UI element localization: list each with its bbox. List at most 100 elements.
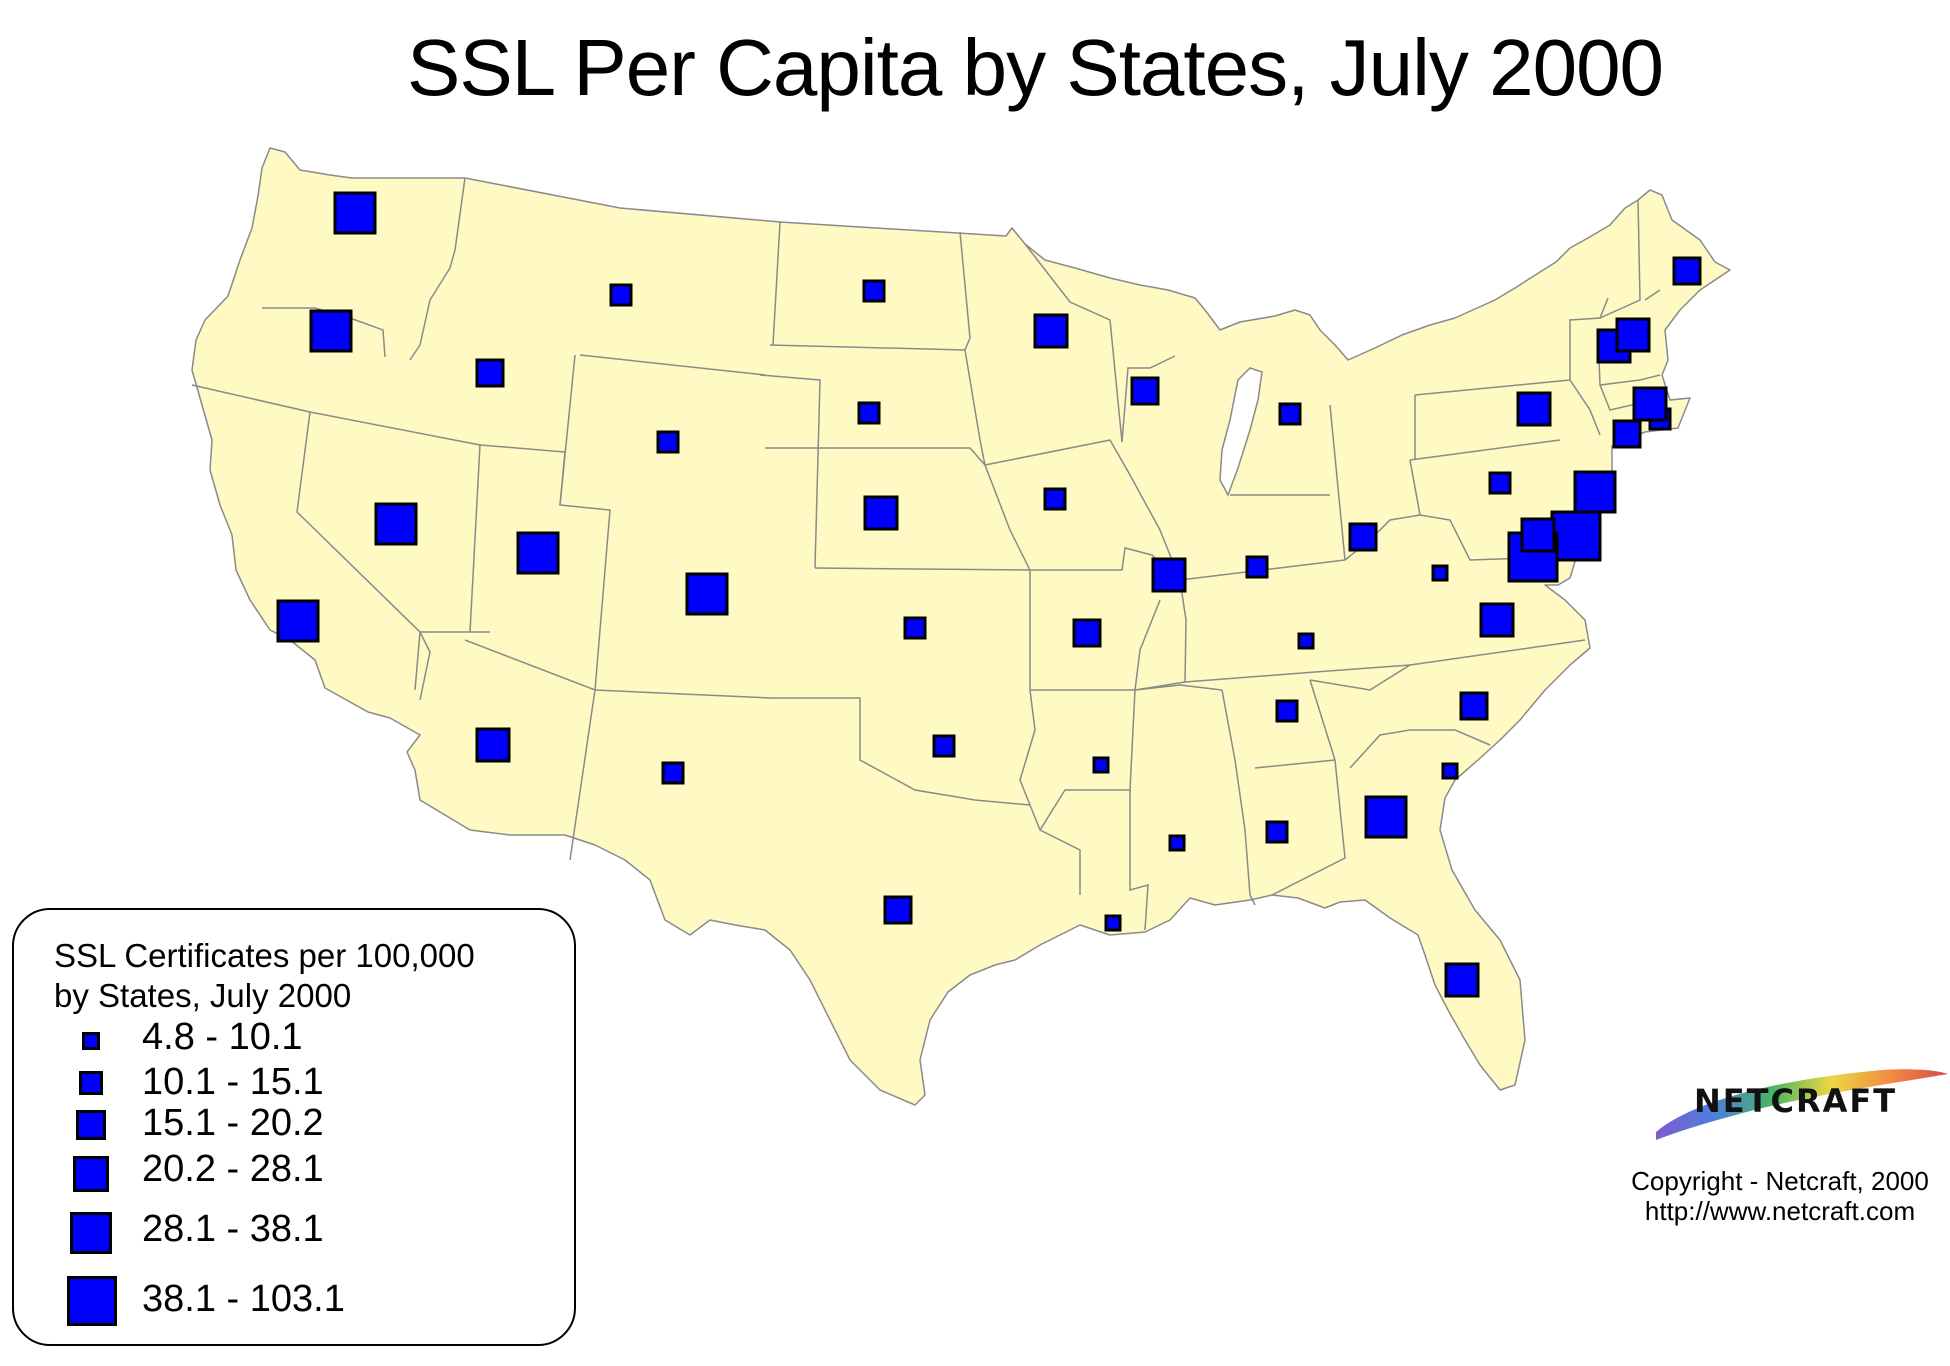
- legend-title: SSL Certificates per 100,000 by States, …: [54, 936, 475, 1016]
- state-symbol-ne: [863, 495, 899, 531]
- legend-row: 28.1 - 38.1: [14, 1208, 574, 1254]
- state-border: [579, 354, 766, 376]
- state-symbol-ma: [1632, 386, 1668, 422]
- legend-title-line1: SSL Certificates per 100,000: [54, 937, 475, 974]
- state-symbol-wa: [333, 191, 377, 235]
- legend: SSL Certificates per 100,000 by States, …: [12, 908, 576, 1346]
- state-border: [959, 231, 1031, 690]
- state-symbol-mi: [1278, 402, 1302, 426]
- state-border: [1409, 459, 1421, 516]
- state-symbol-in: [1245, 555, 1269, 579]
- state-symbol-sc: [1441, 762, 1459, 780]
- legend-label: 10.1 - 15.1: [142, 1061, 324, 1103]
- state-symbol-tx: [883, 895, 913, 925]
- state-symbol-mt: [609, 283, 633, 307]
- state-border: [1030, 547, 1187, 691]
- legend-title-line2: by States, July 2000: [54, 977, 352, 1014]
- copyright-line: Copyright - Netcraft, 2000: [1631, 1166, 1929, 1196]
- legend-symbol: [73, 1156, 109, 1192]
- state-symbol-dc: [1520, 517, 1556, 553]
- state-symbol-nh: [1615, 317, 1651, 353]
- state-symbol-mo: [1072, 618, 1102, 648]
- lake-michigan: [1219, 367, 1263, 497]
- state-border: [1409, 439, 1561, 461]
- state-border: [414, 631, 490, 691]
- legend-label: 4.8 - 10.1: [142, 1016, 303, 1058]
- state-symbol-ok: [932, 734, 956, 758]
- state-symbol-ct: [1612, 419, 1642, 449]
- legend-label: 15.1 - 20.2: [142, 1102, 324, 1144]
- state-border: [1221, 689, 1256, 906]
- state-border: [1121, 355, 1176, 443]
- logo-swoosh: [1656, 1069, 1948, 1140]
- map-title: SSL Per Capita by States, July 2000: [406, 23, 1664, 112]
- legend-label: 28.1 - 38.1: [142, 1208, 324, 1250]
- state-border: [1024, 243, 1123, 443]
- state-symbol-mn: [1033, 313, 1069, 349]
- state-symbol-oh: [1348, 522, 1378, 552]
- state-symbol-fl: [1444, 962, 1480, 998]
- state-border: [1039, 689, 1136, 831]
- state-border: [1109, 439, 1181, 581]
- state-border: [1569, 297, 1609, 380]
- state-symbol-nd: [862, 279, 886, 303]
- state-border: [1329, 404, 1346, 561]
- state-border: [1409, 639, 1586, 666]
- state-symbol-ms: [1168, 834, 1186, 852]
- swoosh: [1656, 1069, 1948, 1140]
- state-symbol-nc: [1459, 691, 1489, 721]
- symbol-layer: [276, 191, 1702, 998]
- state-symbol-tn: [1275, 699, 1299, 723]
- state-border: [409, 177, 466, 361]
- legend-row: 15.1 - 20.2: [14, 1102, 574, 1146]
- state-border: [814, 567, 1031, 571]
- us-landmass: [191, 147, 1731, 1106]
- state-border: [1599, 199, 1641, 319]
- state-symbol-sd: [857, 401, 881, 425]
- state-symbol-de: [1550, 510, 1602, 562]
- contiguous-us-outline: [191, 147, 1731, 1106]
- state-symbol-ky: [1297, 632, 1315, 650]
- state-border: [1019, 689, 1081, 895]
- state-border: [1254, 759, 1336, 769]
- state-border: [770, 697, 1031, 806]
- logo-text: NETCRAFT: [1694, 1082, 1898, 1120]
- state-borders: [191, 177, 1661, 931]
- state-border: [769, 344, 966, 351]
- state-border: [1129, 790, 1149, 931]
- legend-row: 4.8 - 10.1: [14, 1016, 574, 1062]
- state-border: [772, 221, 781, 346]
- state-symbol-va: [1479, 602, 1515, 638]
- state-symbol-wy: [656, 430, 680, 454]
- state-border: [1349, 729, 1491, 769]
- state-symbol-or: [309, 309, 353, 353]
- copyright: Copyright - Netcraft, 2000 http://www.ne…: [1560, 1166, 1950, 1226]
- state-border: [984, 439, 1111, 466]
- state-border: [759, 374, 821, 569]
- netcraft-logo: NETCRAFT: [1652, 1052, 1950, 1148]
- state-symbol-ks: [903, 616, 927, 640]
- state-symbol-me: [1672, 256, 1702, 286]
- state-symbol-ny: [1516, 391, 1552, 427]
- legend-symbol: [70, 1212, 112, 1254]
- state-symbol-ut: [516, 531, 560, 575]
- state-symbol-az: [475, 727, 511, 763]
- legend-symbol: [76, 1110, 106, 1140]
- legend-symbol: [82, 1032, 100, 1050]
- state-border: [569, 689, 596, 861]
- state-border: [1271, 679, 1346, 896]
- state-symbol-id: [475, 358, 505, 388]
- state-symbol-la: [1104, 914, 1122, 932]
- state-border: [1414, 379, 1601, 436]
- state-symbol-ca: [276, 599, 320, 643]
- state-symbol-nm: [661, 761, 685, 785]
- legend-symbol: [67, 1276, 117, 1326]
- legend-row: 10.1 - 15.1: [14, 1061, 574, 1105]
- state-symbol-nv: [374, 502, 418, 546]
- state-border: [559, 354, 576, 506]
- state-border: [1644, 289, 1661, 301]
- legend-row: 20.2 - 28.1: [14, 1148, 574, 1194]
- state-border: [1309, 664, 1411, 691]
- state-border: [1184, 664, 1411, 683]
